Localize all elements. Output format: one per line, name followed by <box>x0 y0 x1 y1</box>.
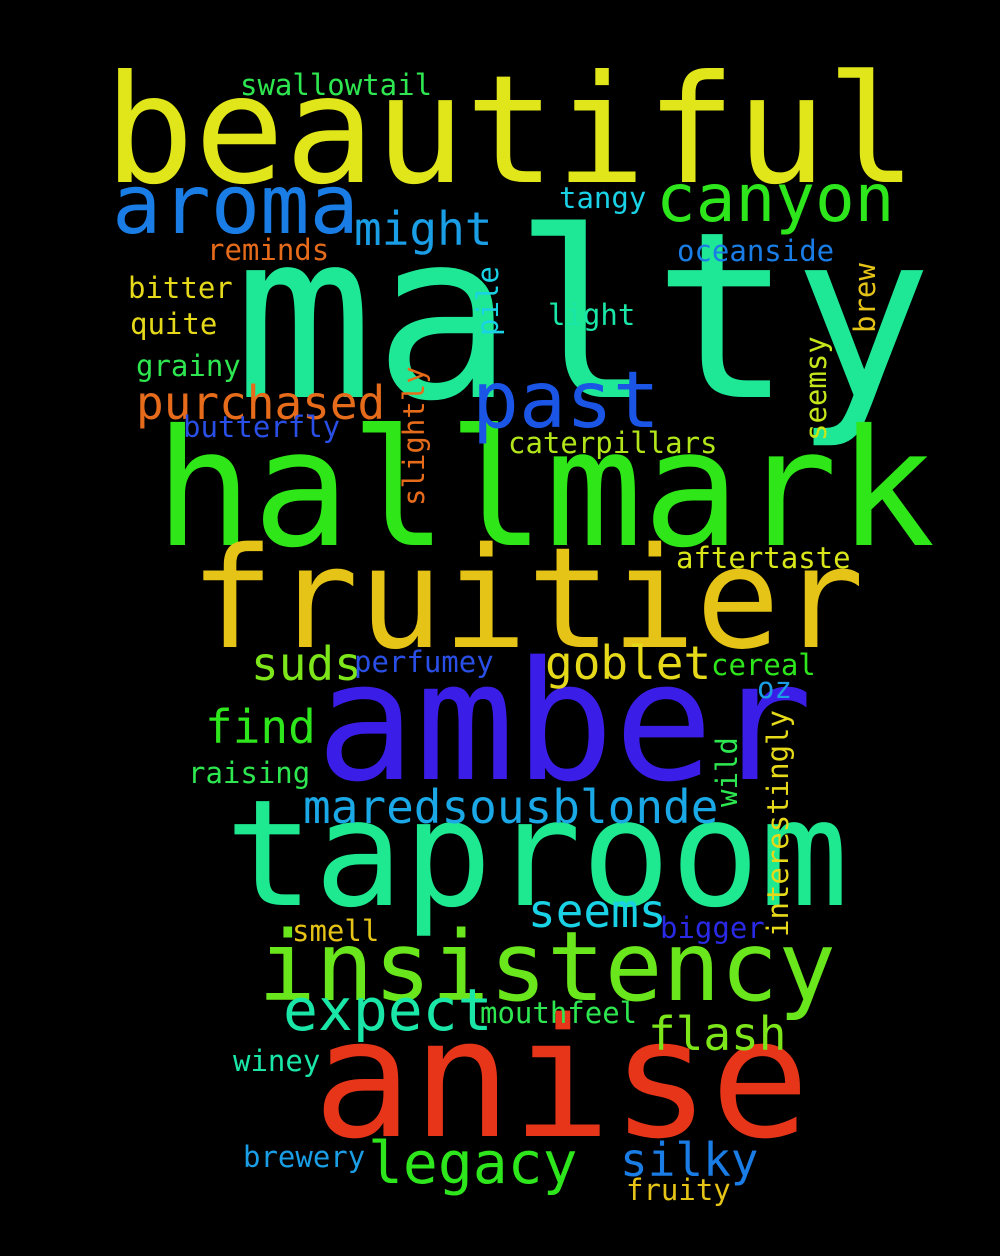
word-wild: wild <box>710 737 744 807</box>
word-fruity: fruity <box>626 1173 731 1207</box>
word-reminds: reminds <box>207 233 330 267</box>
word-legacy: legacy <box>368 1129 578 1197</box>
word-purchased: purchased <box>136 376 386 430</box>
word-amber: amber <box>316 626 813 818</box>
word-aroma: aroma <box>112 158 359 253</box>
word-raising: raising <box>188 756 311 790</box>
word-canyon: canyon <box>656 160 895 237</box>
word-pile: pile <box>471 266 505 336</box>
word-silky: silky <box>620 1133 759 1187</box>
word-past: past <box>472 356 660 446</box>
word-perfumey: perfumey <box>354 645 494 679</box>
word-interestingly: interestingly <box>761 710 795 937</box>
word-tangy: tangy <box>559 181 647 215</box>
word-bitter: bitter <box>128 271 233 305</box>
word-might: might <box>354 202 493 256</box>
word-beautiful: beautiful <box>104 44 917 218</box>
word-goblet: goblet <box>545 636 712 690</box>
word-smell: smell <box>292 914 380 948</box>
word-flash: flash <box>648 1007 787 1061</box>
word-find: find <box>205 700 316 754</box>
word-light: light <box>548 298 636 332</box>
word-taproom: taproom <box>225 768 849 940</box>
word-mouthfeel: mouthfeel <box>480 996 638 1030</box>
word-seemsy: seemsy <box>799 336 833 441</box>
word-caterpillars: caterpillars <box>508 426 718 460</box>
word-slightly: slightly <box>397 366 431 506</box>
word-swallowtail: swallowtail <box>240 68 433 102</box>
word-fruitier: fruitier <box>190 518 865 681</box>
word-oceanside: oceanside <box>677 234 835 268</box>
word-insistency: insistency <box>258 911 836 1023</box>
word-oz: oz <box>757 671 792 705</box>
word-maredsousblonde: maredsousblonde <box>303 780 719 834</box>
word-winey: winey <box>233 1044 321 1078</box>
word-grainy: grainy <box>136 349 241 383</box>
word-brew: brew <box>848 263 882 333</box>
word-cereal: cereal <box>711 648 816 682</box>
word-suds: suds <box>251 637 362 691</box>
word-hallmark: hallmark <box>155 396 936 584</box>
word-quite: quite <box>130 307 218 341</box>
word-expect: expect <box>283 976 493 1044</box>
word-aftertaste: aftertaste <box>676 541 851 575</box>
word-brewery: brewery <box>243 1140 366 1174</box>
word-butterfly: butterfly <box>183 410 341 444</box>
word-malty: malty <box>234 182 933 452</box>
word-anise: anise <box>313 983 810 1175</box>
word-bigger: bigger <box>660 911 765 945</box>
word-seems: seems <box>528 884 667 938</box>
